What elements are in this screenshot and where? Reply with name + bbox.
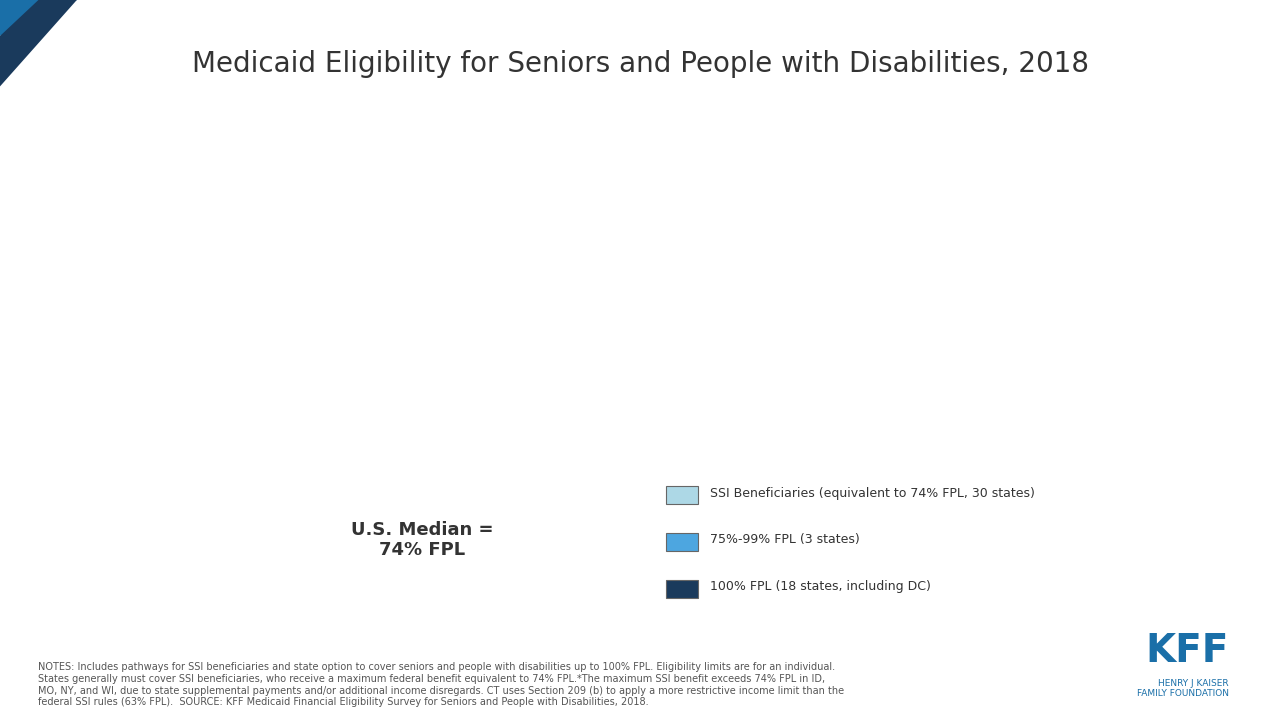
Text: Medicaid Eligibility for Seniors and People with Disabilities, 2018: Medicaid Eligibility for Seniors and Peo… bbox=[192, 50, 1088, 78]
Text: NOTES: Includes pathways for SSI beneficiaries and state option to cover seniors: NOTES: Includes pathways for SSI benefic… bbox=[38, 662, 845, 707]
Text: SSI Beneficiaries (equivalent to 74% FPL, 30 states): SSI Beneficiaries (equivalent to 74% FPL… bbox=[710, 487, 1036, 500]
Text: U.S. Median =
74% FPL: U.S. Median = 74% FPL bbox=[351, 521, 494, 559]
Text: 75%-99% FPL (3 states): 75%-99% FPL (3 states) bbox=[710, 534, 860, 546]
Text: KFF: KFF bbox=[1146, 631, 1229, 670]
Text: 100% FPL (18 states, including DC): 100% FPL (18 states, including DC) bbox=[710, 580, 932, 593]
Text: HENRY J KAISER
FAMILY FOUNDATION: HENRY J KAISER FAMILY FOUNDATION bbox=[1137, 679, 1229, 698]
